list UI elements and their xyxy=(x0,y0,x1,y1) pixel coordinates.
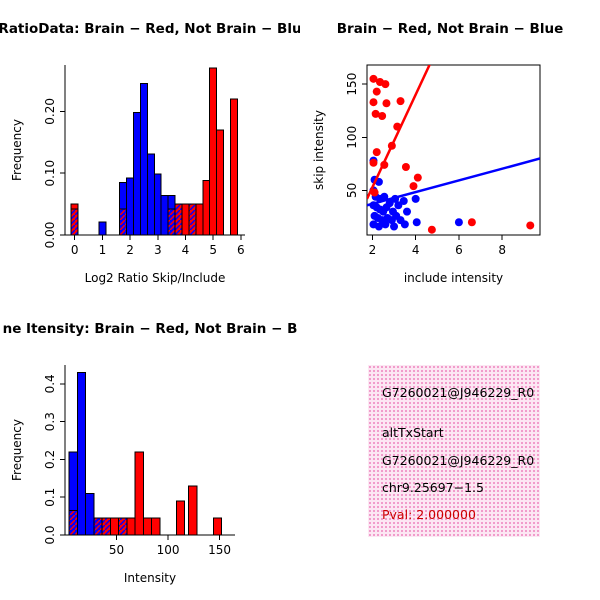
svg-text:Log2 Ratio Skip/Include: Log2 Ratio Skip/Include xyxy=(85,271,226,285)
svg-text:2: 2 xyxy=(369,243,377,257)
panel-ratio-histogram: RatioData: Brain − Red, Not Brain − Blu … xyxy=(0,0,300,300)
svg-text:4: 4 xyxy=(412,243,420,257)
svg-text:6: 6 xyxy=(455,243,463,257)
svg-text:include intensity: include intensity xyxy=(404,271,503,285)
svg-text:0.3: 0.3 xyxy=(43,412,57,431)
svg-text:150: 150 xyxy=(208,543,231,557)
svg-text:150: 150 xyxy=(345,73,359,96)
ratio-histogram-chart: 0 1 2 3 4 5 6 0.00 0.10 0.20 Log2 Ratio Skip/Inclu… xyxy=(10,65,245,285)
svg-text:Frequency: Frequency xyxy=(10,119,24,181)
svg-text:6: 6 xyxy=(237,243,245,257)
panel-info: G7260021@J946229_R0 altTxStart G7260021@… xyxy=(300,300,600,600)
svg-text:3: 3 xyxy=(154,243,162,257)
svg-text:1: 1 xyxy=(99,243,107,257)
ratio-histogram-title: RatioData: Brain − Red, Not Brain − Blu xyxy=(0,21,300,37)
info-line-pval: Pval: 2.000000 xyxy=(382,507,476,522)
intensity-scatter-chart: 2 4 6 8 50 100 150 include intensity skip intens… xyxy=(312,64,541,285)
svg-text:100: 100 xyxy=(345,126,359,149)
svg-text:Frequency: Frequency xyxy=(10,419,24,481)
svg-text:0: 0 xyxy=(71,243,79,257)
scatter-title: Brain − Red, Not Brain − Blue xyxy=(336,21,564,37)
svg-text:skip intensity: skip intensity xyxy=(312,110,326,190)
svg-text:5: 5 xyxy=(209,243,217,257)
svg-text:0.2: 0.2 xyxy=(43,450,57,469)
svg-text:50: 50 xyxy=(109,543,124,557)
svg-text:0.20: 0.20 xyxy=(43,98,57,125)
svg-text:0.00: 0.00 xyxy=(43,222,57,249)
svg-text:50: 50 xyxy=(345,183,359,198)
gene-intensity-histogram-chart: 50 100 150 0.0 0.1 0.2 0.3 0.4 Intensity Frequenc… xyxy=(10,365,235,585)
svg-text:0.0: 0.0 xyxy=(43,525,57,544)
svg-text:0.4: 0.4 xyxy=(43,374,57,393)
svg-text:100: 100 xyxy=(157,543,180,557)
panel-intensity-scatter: Brain − Red, Not Brain − Blue 2 4 6 8 50 100 1… xyxy=(300,0,600,300)
info-line-gene-id-1: G7260021@J946229_R0 xyxy=(382,385,535,400)
svg-text:8: 8 xyxy=(498,243,506,257)
gene-intensity-histogram-title: ne Itensity: Brain − Red, Not Brain − B xyxy=(2,321,298,337)
info-line-event-type: altTxStart xyxy=(382,425,444,440)
info-box: G7260021@J946229_R0 altTxStart G7260021@… xyxy=(368,365,540,537)
panel-gene-intensity-histogram: ne Itensity: Brain − Red, Not Brain − B … xyxy=(0,300,300,600)
svg-text:4: 4 xyxy=(182,243,190,257)
svg-text:0.10: 0.10 xyxy=(43,160,57,187)
svg-text:Intensity: Intensity xyxy=(124,571,176,585)
svg-text:0.1: 0.1 xyxy=(43,488,57,507)
svg-text:2: 2 xyxy=(126,243,134,257)
info-line-gene-id-2: G7260021@J946229_R0 xyxy=(382,453,535,468)
info-line-chromosome: chr9.25697−1.5 xyxy=(382,480,484,495)
